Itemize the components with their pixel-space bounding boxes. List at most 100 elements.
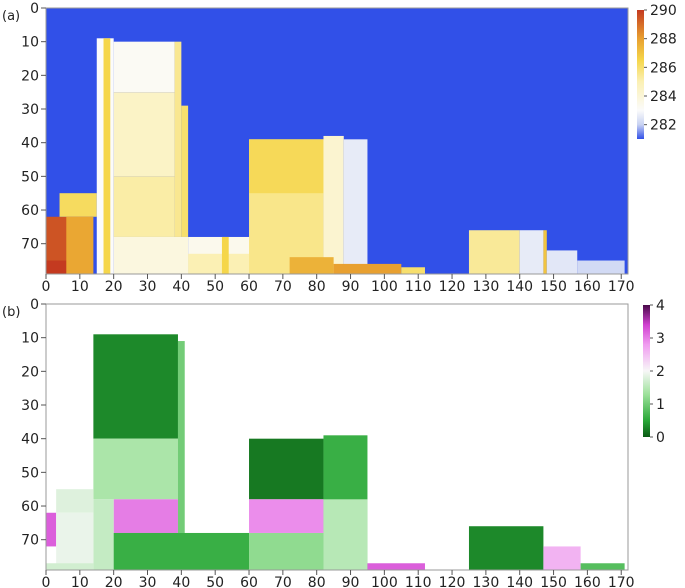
y-tick-label: 20 — [21, 364, 39, 380]
colorbar-tick-label: 4 — [656, 298, 665, 314]
heatmap-region-18 — [343, 139, 368, 274]
heatmap-region-19 — [289, 257, 334, 274]
y-tick-label: 10 — [21, 35, 39, 51]
heatmap-region-6 — [113, 41, 175, 93]
x-tick-label: 60 — [240, 279, 258, 295]
x-tick-label: 150 — [540, 575, 567, 588]
heatmap-region-20 — [333, 263, 402, 274]
heatmap-region-9 — [113, 532, 250, 570]
heatmap-region-26 — [577, 260, 625, 274]
colorbar-tick-label: 282 — [650, 118, 677, 134]
x-tick-label: 120 — [439, 279, 466, 295]
x-tick-label: 160 — [574, 575, 601, 588]
heatmap-region-9 — [174, 41, 182, 237]
x-tick-label: 20 — [105, 279, 123, 295]
heatmap-region-5 — [56, 489, 94, 513]
x-tick-label: 150 — [540, 279, 567, 295]
heatmap-region-1 — [46, 260, 70, 274]
x-tick-label: 130 — [473, 575, 500, 588]
heatmap-region-7 — [56, 512, 94, 570]
heatmap-region-17 — [543, 546, 581, 570]
y-tick-label: 50 — [21, 465, 39, 481]
x-tick-label: 30 — [139, 279, 157, 295]
heatmap-region-24 — [543, 230, 547, 274]
heatmap-region-5 — [103, 38, 111, 274]
heatmap-region-3 — [66, 216, 94, 274]
y-tick-label: 70 — [21, 533, 39, 549]
y-tick-label: 40 — [21, 432, 39, 448]
x-tick-label: 0 — [42, 575, 51, 588]
heatmap-region-16 — [249, 139, 324, 194]
heatmap-region-21 — [401, 267, 425, 274]
x-tick-label: 20 — [105, 575, 123, 588]
heatmap-region-23 — [519, 230, 544, 274]
y-tick-label: 60 — [21, 203, 39, 219]
x-tick-label: 70 — [274, 575, 292, 588]
plot-frame — [45, 7, 629, 275]
heatmap-region-18 — [580, 563, 625, 570]
x-tick-label: 130 — [473, 279, 500, 295]
x-tick-label: 10 — [71, 575, 89, 588]
x-tick-label: 140 — [506, 575, 533, 588]
x-tick-label: 110 — [405, 575, 432, 588]
y-tick-label: 40 — [21, 136, 39, 152]
x-tick-label: 40 — [172, 575, 190, 588]
y-tick-label: 60 — [21, 499, 39, 515]
x-tick-label: 120 — [439, 575, 466, 588]
x-tick-label: 100 — [371, 575, 398, 588]
heatmap-region-22 — [468, 230, 520, 274]
heatmap-region-17 — [323, 135, 344, 274]
x-tick-label: 80 — [308, 279, 326, 295]
colorbar-gradient — [643, 305, 650, 437]
heatmap-region-11 — [249, 438, 324, 500]
heatmap-region-1 — [93, 438, 178, 500]
colorbar-gradient — [637, 10, 644, 139]
panel-a-heatmap — [46, 8, 628, 274]
heatmap-region-8 — [46, 563, 94, 570]
y-tick-label: 30 — [21, 398, 39, 414]
heatmap-region-25 — [546, 250, 578, 274]
panel-b: (b) 0 10 20 30 40 50 60 70 80 90 100 110 120 130 140 15… — [2, 297, 665, 588]
colorbar-tick-label: 0 — [656, 430, 665, 446]
x-tick-label: 170 — [608, 575, 635, 588]
heatmap-region-2 — [59, 193, 97, 217]
x-tick-label: 160 — [574, 279, 601, 295]
x-tick-label: 90 — [342, 279, 360, 295]
x-tick-label: 110 — [405, 279, 432, 295]
colorbar-tick-label: 286 — [650, 60, 677, 76]
x-tick-label: 60 — [240, 575, 258, 588]
heatmap-region-10 — [181, 105, 189, 237]
panel-b-heatmap — [46, 304, 628, 570]
x-tick-label: 0 — [42, 279, 51, 295]
y-tick-label: 50 — [21, 169, 39, 185]
y-tick-label: 20 — [21, 68, 39, 84]
y-tick-label: 70 — [21, 237, 39, 253]
y-tick-label: 0 — [30, 1, 39, 17]
colorbar-tick-label: 284 — [650, 89, 677, 105]
panel-b-label: (b) — [2, 305, 20, 320]
x-tick-label: 40 — [172, 279, 190, 295]
x-tick-label: 100 — [371, 279, 398, 295]
x-tick-label: 80 — [308, 575, 326, 588]
panel-a-axes: 0 10 20 30 40 50 60 70 80 90 100 110 120 130 140 150 160… — [21, 1, 634, 295]
heatmap-region-4 — [177, 341, 185, 533]
colorbar-tick-label: 1 — [656, 397, 665, 413]
heatmap-region-15 — [367, 563, 425, 570]
heatmap-region-3 — [93, 499, 114, 570]
panel-b-axes: 0 10 20 30 40 50 60 70 80 90 100 110 120 130 140 150 160… — [21, 297, 634, 588]
x-tick-label: 10 — [71, 279, 89, 295]
x-tick-label: 170 — [608, 279, 635, 295]
x-tick-label: 70 — [274, 279, 292, 295]
heatmap-region-7 — [113, 92, 175, 177]
x-tick-label: 140 — [506, 279, 533, 295]
colorbar-tick-label: 3 — [656, 331, 665, 347]
panel-a-colorbar: 282 284 286 288 290 — [637, 3, 677, 139]
panel-a-label: (a) — [2, 9, 20, 24]
colorbar-tick-label: 290 — [650, 3, 677, 19]
x-tick-label: 50 — [206, 575, 224, 588]
y-tick-label: 30 — [21, 102, 39, 118]
panel-a: (a) 0 10 20 30 40 50 60 70 80 90 100 110 120 130 140 15… — [2, 1, 677, 295]
heatmap-region-0 — [93, 334, 178, 439]
x-tick-label: 30 — [139, 575, 157, 588]
